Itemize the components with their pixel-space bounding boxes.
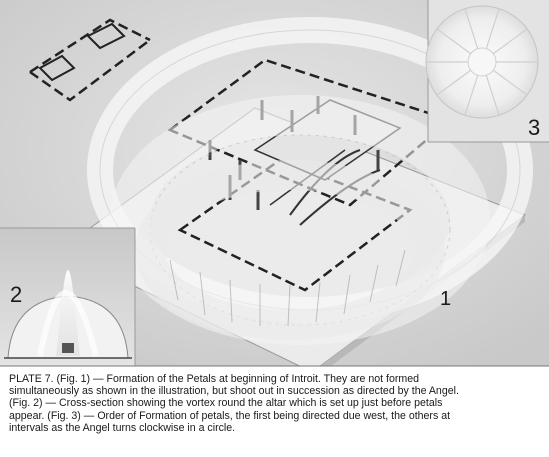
caption-line-2: simultaneously as shown in the illustrat… bbox=[9, 385, 459, 398]
caption-line-4: appear. (Fig. 3) — Order of Formation of… bbox=[9, 409, 451, 422]
caption-line-3: (Fig. 2) — Cross-section showing the vor… bbox=[9, 397, 443, 410]
fig3-petal-order: 3 bbox=[425, 0, 549, 143]
fig1-illustration: 1 bbox=[29, 17, 533, 380]
caption-line-5: intervals as the Angel turns clockwise i… bbox=[9, 421, 236, 434]
fig2-cross-section: 2 bbox=[0, 227, 136, 366]
petal-vortex-ring bbox=[87, 17, 533, 345]
fig3-number: 3 bbox=[528, 115, 540, 140]
altar-plan bbox=[38, 22, 126, 82]
fig1-number: 1 bbox=[440, 288, 451, 310]
caption-line-1: PLATE 7. (Fig. 1) — Formation of the Pet… bbox=[9, 373, 420, 385]
fig2-number: 2 bbox=[10, 282, 22, 307]
plate-caption: PLATE 7. (Fig. 1) — Formation of the Pet… bbox=[9, 373, 544, 434]
